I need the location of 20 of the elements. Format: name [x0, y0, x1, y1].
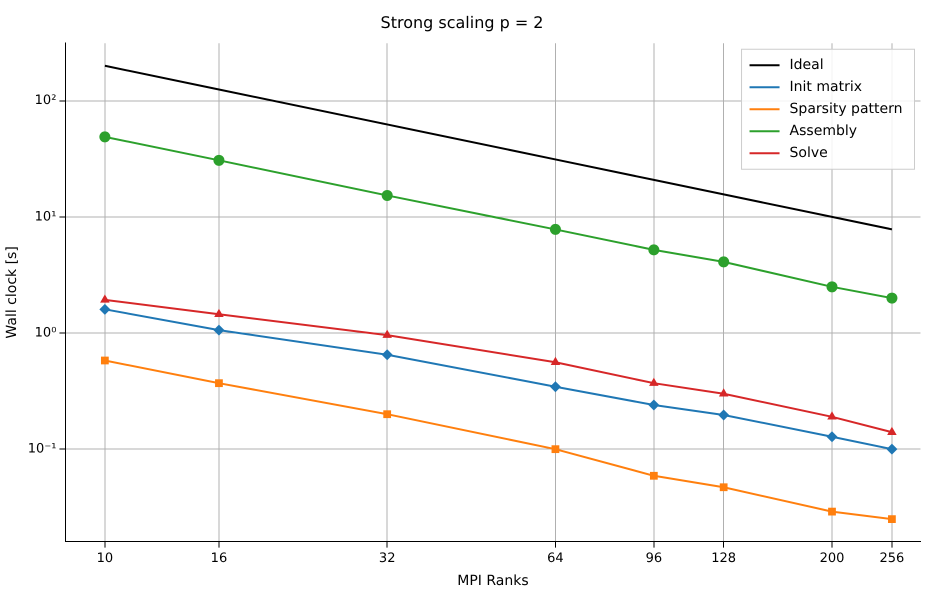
x-tick-label: 32: [378, 550, 396, 566]
x-tick-label: 10: [96, 550, 114, 566]
y-tick-label: 10⁻¹: [28, 442, 56, 457]
chart-title: Strong scaling p = 2: [380, 12, 544, 32]
y-tick-label: 10¹: [34, 209, 56, 224]
y-tick-label: 10⁰: [34, 325, 56, 340]
x-tick-label: 96: [646, 550, 662, 566]
x-tick-label: 256: [879, 550, 904, 566]
legend-label: Init matrix: [790, 78, 862, 95]
y-tick-label: 10²: [34, 93, 56, 108]
legend-label: Sparsity pattern: [790, 100, 903, 117]
legend-label: Solve: [790, 144, 828, 161]
x-tick-label: 200: [820, 550, 844, 566]
x-axis-title: MPI Ranks: [457, 573, 529, 590]
x-tick-label: 16: [210, 550, 228, 566]
y-axis-title: Wall clock [s]: [4, 246, 20, 339]
legend-label: Assembly: [790, 122, 858, 139]
legend-label: Ideal: [790, 56, 824, 73]
x-tick-label: 64: [547, 550, 564, 566]
x-tick-label: 128: [711, 550, 736, 566]
